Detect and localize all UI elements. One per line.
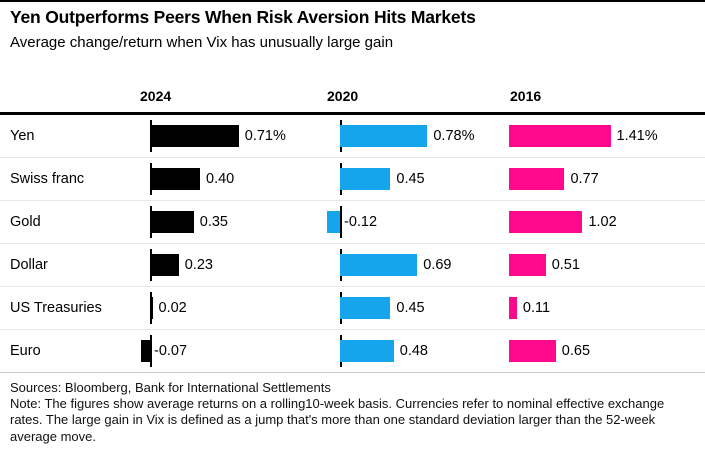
value-label: 0.11 bbox=[522, 300, 551, 316]
chart-row: Euro -0.07 0.48 0.65 bbox=[0, 330, 705, 373]
value-label: -0.12 bbox=[344, 214, 378, 230]
column-header-2016: 2016 bbox=[510, 88, 542, 104]
value-bar bbox=[509, 254, 546, 276]
value-bar bbox=[340, 340, 394, 362]
row-label: Gold bbox=[10, 214, 41, 230]
note-text: Note: The figures show average returns o… bbox=[10, 396, 665, 444]
column-header-2020: 2020 bbox=[327, 88, 359, 104]
value-bar bbox=[150, 297, 153, 319]
value-label: 0.40 bbox=[206, 171, 235, 187]
row-label: Swiss franc bbox=[10, 171, 85, 187]
chart-title: Yen Outperforms Peers When Risk Aversion… bbox=[10, 7, 476, 27]
value-bar bbox=[340, 168, 391, 190]
value-label: 0.78% bbox=[433, 128, 475, 144]
value-label: 0.02 bbox=[158, 300, 187, 316]
chart-row: Gold 0.35 -0.12 1.02 bbox=[0, 201, 705, 244]
chart-subtitle: Average change/return when Vix has unusu… bbox=[10, 34, 394, 51]
value-label: 1.41% bbox=[616, 128, 658, 144]
value-label: 0.45 bbox=[396, 171, 425, 187]
chart-rows: Yen 0.71% 0.78% 1.41% Swiss franc 0.40 0.45 0.7… bbox=[0, 112, 705, 373]
axis-tick bbox=[340, 206, 342, 238]
value-label: -0.07 bbox=[154, 343, 188, 359]
row-label: Yen bbox=[10, 128, 35, 144]
value-bar bbox=[141, 340, 150, 362]
value-bar bbox=[340, 297, 391, 319]
chart-row: Yen 0.71% 0.78% 1.41% bbox=[0, 115, 705, 158]
value-label: 0.69 bbox=[423, 257, 452, 273]
value-label: 0.51 bbox=[551, 257, 580, 273]
value-label: 1.02 bbox=[588, 214, 617, 230]
value-bar bbox=[150, 254, 179, 276]
chart-row: Swiss franc 0.40 0.45 0.77 bbox=[0, 158, 705, 201]
column-headers: 2024 2020 2016 bbox=[0, 88, 705, 112]
row-label: Dollar bbox=[10, 257, 48, 273]
value-bar bbox=[150, 168, 200, 190]
top-divider bbox=[0, 0, 705, 2]
row-label: Euro bbox=[10, 343, 41, 359]
value-bar bbox=[509, 340, 556, 362]
value-bar bbox=[326, 211, 340, 233]
value-label: 0.35 bbox=[199, 214, 228, 230]
chart-row: Dollar 0.23 0.69 0.51 bbox=[0, 244, 705, 287]
value-bar bbox=[509, 168, 565, 190]
value-bar bbox=[150, 125, 239, 147]
value-bar bbox=[509, 211, 583, 233]
axis-tick bbox=[150, 335, 152, 367]
value-label: 0.71% bbox=[244, 128, 286, 144]
chart-footer: Sources: Bloomberg, Bank for Internation… bbox=[10, 380, 698, 445]
value-label: 0.45 bbox=[396, 300, 425, 316]
value-bar bbox=[340, 254, 418, 276]
value-label: 0.48 bbox=[399, 343, 428, 359]
column-header-2024: 2024 bbox=[140, 88, 172, 104]
row-label: US Treasuries bbox=[10, 300, 102, 316]
value-label: 0.77 bbox=[570, 171, 599, 187]
value-bar bbox=[509, 297, 517, 319]
chart-row: US Treasuries 0.02 0.45 0.11 bbox=[0, 287, 705, 330]
sources-text: Sources: Bloomberg, Bank for Internation… bbox=[10, 380, 331, 395]
value-bar bbox=[509, 125, 611, 147]
value-bar bbox=[150, 211, 194, 233]
value-bar bbox=[340, 125, 428, 147]
value-label: 0.65 bbox=[561, 343, 591, 359]
value-label: 0.23 bbox=[184, 257, 213, 273]
